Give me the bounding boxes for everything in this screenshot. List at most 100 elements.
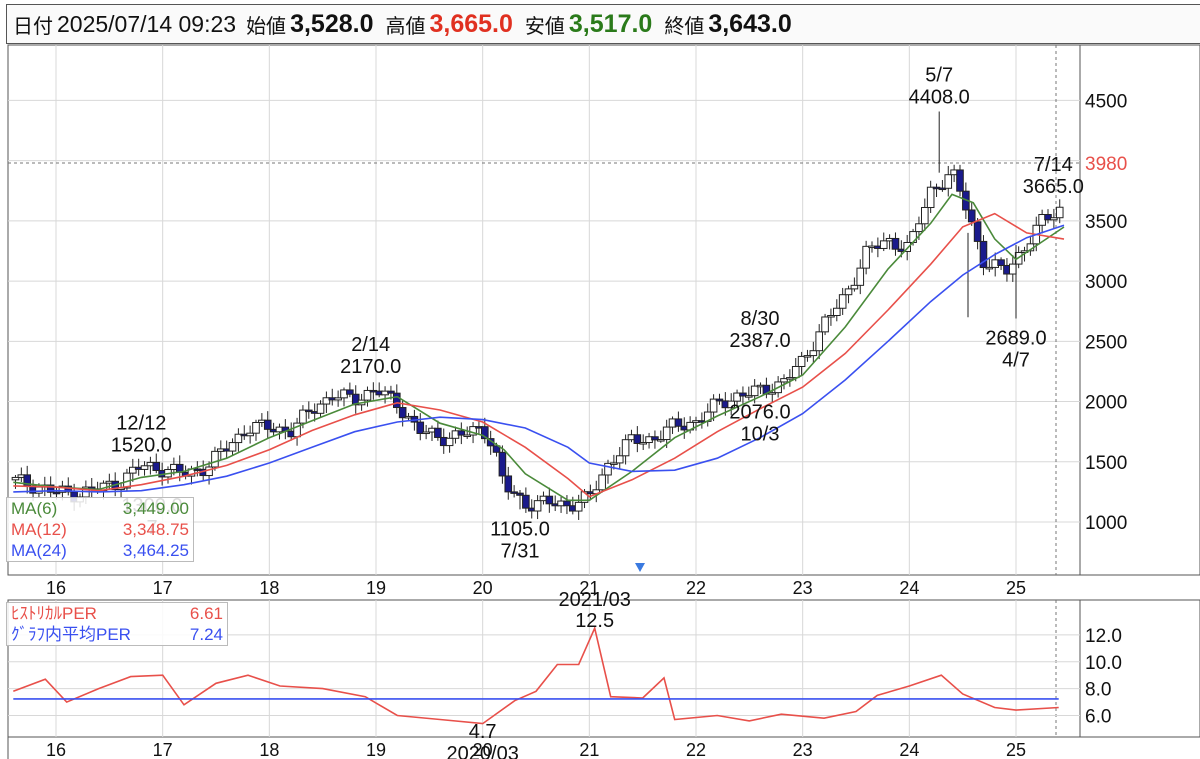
annotation-date: 7/14 <box>1034 154 1073 176</box>
candle-body <box>522 494 530 509</box>
candle-body <box>152 461 161 471</box>
candle-body <box>850 284 859 290</box>
candle-body <box>827 315 835 318</box>
candle-body <box>621 439 630 457</box>
candle-body <box>997 259 1005 266</box>
candle-body <box>903 241 912 252</box>
candle-body <box>1044 214 1052 221</box>
candle-body <box>398 407 407 419</box>
candle-body <box>862 245 870 269</box>
candle-body <box>639 442 648 445</box>
annotation-date: 10/3 <box>741 423 780 445</box>
per-legend: ﾋｽﾄﾘｶﾙPER 6.61 ｸﾞﾗﾌ内平均PER 7.24 <box>6 602 228 646</box>
candle-body <box>252 422 260 434</box>
candle-body <box>481 426 489 440</box>
y-tick-label-per: 6.0 <box>1085 707 1111 728</box>
x-tick-label-main: 19 <box>366 578 386 598</box>
legend-ma12-name: MA(12) <box>11 520 67 539</box>
annotation-date: 12/12 <box>116 412 166 434</box>
legend-average-per: ｸﾞﾗﾌ内平均PER 7.24 <box>7 624 227 645</box>
candle-body <box>891 237 900 250</box>
candle-body <box>316 403 325 414</box>
legend-ma24: MA(24) 3,464.25 <box>7 540 193 561</box>
candle-body <box>662 426 671 441</box>
candle-body <box>11 476 20 481</box>
candle-body <box>926 186 935 209</box>
y-tick-label-main: 3500 <box>1085 212 1127 233</box>
x-tick-label-main: 25 <box>1006 578 1026 598</box>
x-tick-label-per: 19 <box>366 740 386 759</box>
down-triangle-icon <box>635 563 645 572</box>
candle-body <box>821 316 829 333</box>
main-panel-frame <box>7 44 1200 576</box>
candle-body <box>674 418 683 427</box>
ma-line-ma12 <box>13 212 1065 498</box>
candle-body <box>979 240 988 269</box>
candle-body <box>393 392 401 409</box>
close-label: 終値 <box>664 15 705 38</box>
candle-body <box>504 475 513 493</box>
datetime-value: 2025/07/14 09:23 <box>57 10 237 37</box>
candle-body <box>299 409 307 424</box>
candle-body <box>35 486 43 494</box>
y-tick-label-main: 3000 <box>1085 272 1127 293</box>
x-tick-label-per: 22 <box>686 740 706 759</box>
candle-body <box>615 455 624 464</box>
low-value: 3,517.0 <box>568 9 653 38</box>
low-label: 安値 <box>524 15 565 38</box>
legend-ma24-value: 3,464.25 <box>122 541 189 560</box>
candle-body <box>915 223 923 233</box>
candle-body <box>797 355 806 367</box>
x-tick-label-per: 20 <box>473 740 493 759</box>
annotation-date: 2/14 <box>351 334 390 356</box>
candle-body <box>52 491 61 495</box>
candle-body <box>651 436 659 441</box>
x-tick-label-main: 21 <box>579 578 599 598</box>
candle-body <box>815 331 824 352</box>
candle-body <box>416 421 425 434</box>
date-label: 日付 <box>13 15 53 38</box>
legend-historical-per-value: 6.61 <box>189 604 223 623</box>
candle-body <box>246 432 254 437</box>
x-tick-label-main: 24 <box>899 578 919 598</box>
candle-body <box>715 398 724 402</box>
candle-body <box>604 462 612 476</box>
candle-body <box>422 431 430 435</box>
candle-body <box>463 434 471 438</box>
x-tick-label-per: 23 <box>793 740 813 759</box>
candle-body <box>657 439 665 442</box>
legend-average-per-name: ｸﾞﾗﾌ内平均PER <box>11 625 131 644</box>
candle-body <box>633 434 642 444</box>
x-tick-label-main: 22 <box>686 578 706 598</box>
x-tick-label-main: 23 <box>793 578 813 598</box>
candle-body <box>205 466 213 477</box>
candle-body <box>363 389 372 401</box>
historical-per-line <box>13 625 1059 725</box>
per-annotation-value: 12.5 <box>575 610 614 632</box>
per-annotation-date: 2020/03 <box>447 743 519 759</box>
candle-body <box>574 501 583 512</box>
candle-body <box>973 221 982 242</box>
candle-body <box>745 395 753 398</box>
candle-body <box>129 466 137 474</box>
candle-body <box>727 400 736 409</box>
candle-body <box>46 484 55 493</box>
candle-body <box>563 500 571 507</box>
x-tick-label-per: 25 <box>1006 740 1026 759</box>
candle-body <box>844 288 853 296</box>
legend-ma12-value: 3,348.75 <box>122 520 189 539</box>
candle-body <box>879 240 888 249</box>
annotation-value: 2387.0 <box>729 330 790 352</box>
x-tick-label-per: 21 <box>579 740 599 759</box>
candle-body <box>140 465 149 470</box>
per-annotation-value: 4.7 <box>469 721 497 743</box>
candle-body <box>709 398 718 413</box>
candle-body <box>334 397 342 401</box>
candle-body <box>228 442 237 452</box>
legend-average-per-value: 7.24 <box>189 625 223 644</box>
candle-body <box>803 355 812 358</box>
candle-body <box>322 397 331 405</box>
legend-historical-per: ﾋｽﾄﾘｶﾙPER 6.61 <box>7 603 227 624</box>
annotation-value: 2076.0 <box>729 401 790 423</box>
